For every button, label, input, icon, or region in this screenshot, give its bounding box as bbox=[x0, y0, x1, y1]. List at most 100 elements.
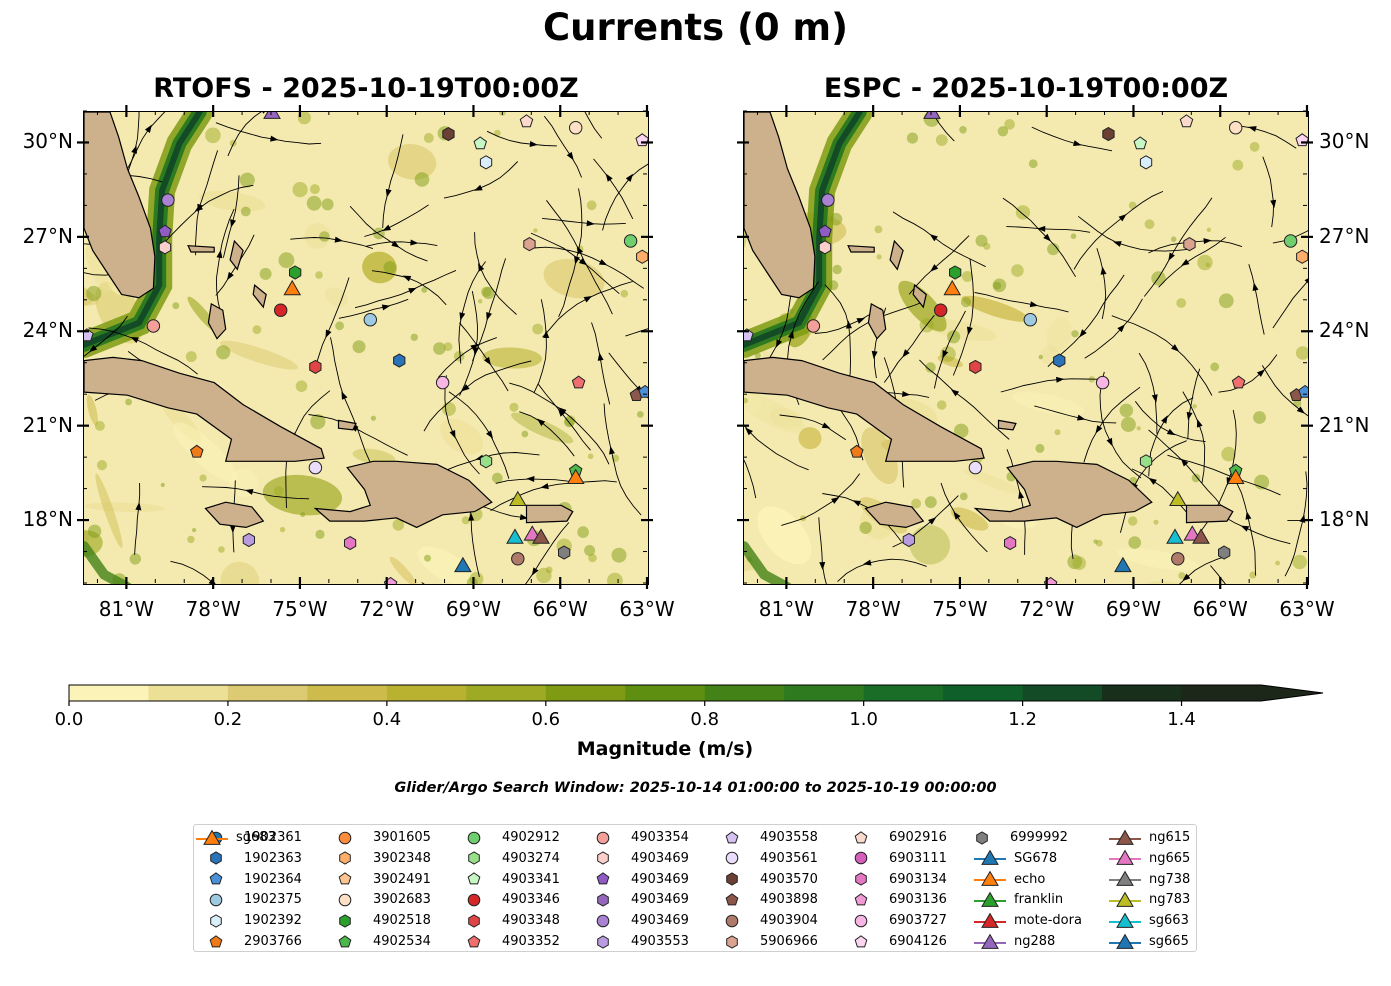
legend-shape bbox=[467, 934, 481, 947]
argo-float-marker bbox=[569, 121, 583, 135]
streamline-arrow bbox=[226, 271, 234, 281]
lat-tick-label: 21°N bbox=[22, 412, 73, 437]
legend-item: 4903558 bbox=[722, 827, 818, 848]
legend-item: 2903766 bbox=[206, 931, 302, 952]
glider-marker bbox=[566, 468, 585, 484]
legend-label: 4903274 bbox=[502, 850, 560, 866]
legend-shape bbox=[854, 893, 868, 906]
legend-marker-triangle bbox=[1109, 891, 1141, 907]
legend-label: 4903558 bbox=[760, 830, 818, 845]
streamline-arrow bbox=[1079, 329, 1087, 338]
lat-tick-label: 21°N bbox=[1319, 412, 1370, 437]
legend-item: 4903469 bbox=[593, 848, 689, 869]
glider-marker bbox=[1226, 468, 1245, 484]
legend-label: 6904126 bbox=[889, 934, 947, 949]
argo-float-marker bbox=[523, 237, 536, 252]
argo-float-marker bbox=[934, 303, 948, 317]
legend-label: ng288 bbox=[1014, 934, 1056, 949]
streamline-arrow bbox=[131, 145, 137, 154]
streamline-arrow bbox=[1148, 477, 1157, 485]
colorbar-tick-label: 0.2 bbox=[213, 709, 243, 730]
legend-item: 6902916 bbox=[851, 827, 947, 848]
legend-label: ng738 bbox=[1149, 871, 1191, 887]
legend-label: sg665 bbox=[1149, 934, 1189, 949]
legend-shape bbox=[597, 934, 609, 949]
argo-float-marker bbox=[1102, 126, 1115, 142]
legend-marker-pentagon bbox=[725, 893, 739, 906]
streamline-arrow bbox=[478, 262, 485, 272]
streamline-arrow bbox=[540, 483, 549, 490]
legend-marker-hexagon bbox=[976, 830, 988, 845]
lon-tick-label: 72°W bbox=[359, 597, 415, 621]
streamline-arrow bbox=[449, 429, 456, 439]
streamline-arrow bbox=[325, 329, 332, 339]
argo-float-marker bbox=[158, 240, 172, 255]
colorbar-segment bbox=[784, 685, 865, 701]
streamline-arrow bbox=[381, 304, 391, 311]
legend-item: 1902364 bbox=[206, 869, 302, 890]
streamline-arrow bbox=[130, 336, 139, 343]
streamline-arrow bbox=[863, 559, 872, 566]
legend-label: 4903904 bbox=[760, 913, 818, 929]
legend-item: 6904126 bbox=[851, 931, 947, 952]
legend-label: 4903346 bbox=[502, 892, 560, 908]
streamline-arrow bbox=[402, 275, 412, 282]
colorbar bbox=[68, 684, 1324, 706]
argo-float-marker bbox=[1283, 234, 1298, 248]
legend-label: 1902392 bbox=[244, 913, 302, 929]
legend-marker-hexagon bbox=[339, 851, 351, 865]
streamline-arrow bbox=[966, 326, 973, 336]
argo-float-marker bbox=[1139, 454, 1153, 469]
argo-float-marker bbox=[158, 224, 172, 238]
legend-item: 3901605 bbox=[335, 827, 431, 848]
legend-item: 4903570 bbox=[722, 869, 818, 890]
legend-shape bbox=[854, 934, 868, 947]
streamline-arrow bbox=[566, 151, 574, 161]
streamline-arrow bbox=[410, 239, 419, 246]
streamline-arrow bbox=[486, 430, 493, 439]
streamline-arrow bbox=[776, 339, 783, 348]
argo-float-marker bbox=[949, 265, 962, 280]
argo-float-marker bbox=[1231, 375, 1246, 389]
legend-shape bbox=[725, 893, 739, 906]
legend-label: 3902683 bbox=[373, 892, 431, 908]
legend-marker-triangle bbox=[974, 912, 1006, 928]
argo-float-marker bbox=[242, 532, 255, 548]
argo-float-marker bbox=[1218, 545, 1231, 560]
legend-label: 4903469 bbox=[631, 871, 689, 887]
legend-shape bbox=[338, 934, 352, 947]
lat-tick-label: 30°N bbox=[1319, 129, 1370, 154]
legend-label: 3902348 bbox=[373, 850, 431, 866]
colorbar-segment bbox=[466, 685, 547, 701]
legend-item: 4903274 bbox=[464, 848, 560, 869]
legend-label: 4903352 bbox=[502, 934, 560, 949]
legend-shape bbox=[597, 851, 609, 865]
glider-marker bbox=[1114, 556, 1132, 573]
legend-shape bbox=[339, 851, 351, 865]
landmass-andros bbox=[207, 302, 227, 340]
streamline-arrow bbox=[950, 389, 960, 397]
streamline-arrow bbox=[1072, 140, 1082, 146]
legend-label: 6903134 bbox=[889, 871, 947, 887]
argo-float-marker bbox=[363, 313, 377, 327]
legend-marker-pentagon bbox=[596, 872, 610, 885]
colorbar-tick-label: 0.6 bbox=[531, 709, 561, 730]
legend-label: mote-dora bbox=[1014, 913, 1082, 929]
legend-shape bbox=[854, 830, 868, 843]
legend-marker-pentagon bbox=[854, 934, 868, 947]
legend-label: 3901605 bbox=[373, 830, 431, 845]
colorbar-tick-label: 1.0 bbox=[849, 709, 878, 730]
colorbar-segment bbox=[307, 685, 388, 701]
legend-item: 3902683 bbox=[335, 889, 431, 910]
streamline-arrow bbox=[1056, 376, 1065, 383]
streamline-arrow bbox=[1113, 241, 1122, 247]
streamline-arrow bbox=[230, 219, 236, 228]
legend-shape bbox=[467, 872, 481, 885]
argo-float-marker bbox=[818, 240, 832, 255]
land bbox=[84, 112, 574, 529]
lon-tick-label: 63°W bbox=[619, 597, 675, 621]
landmass-florida bbox=[84, 112, 156, 299]
streamline-arrow bbox=[930, 264, 939, 272]
legend-label: 5906966 bbox=[760, 934, 818, 949]
lat-tick-label: 27°N bbox=[1319, 223, 1370, 248]
